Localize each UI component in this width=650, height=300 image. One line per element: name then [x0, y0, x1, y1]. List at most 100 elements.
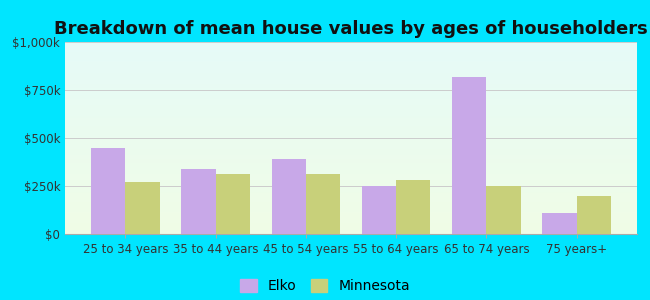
Bar: [65, 88, 637, 89]
Bar: [65, 201, 637, 202]
Bar: [65, 206, 637, 207]
Bar: [65, 91, 637, 92]
Bar: [65, 122, 637, 123]
Bar: [65, 213, 637, 214]
Bar: [65, 70, 637, 71]
Bar: [362, 186, 396, 234]
Bar: [65, 176, 637, 177]
Bar: [65, 69, 637, 70]
Bar: [65, 89, 637, 90]
Bar: [65, 191, 637, 192]
Bar: [65, 166, 637, 167]
Bar: [91, 148, 125, 234]
Bar: [65, 188, 637, 189]
Bar: [65, 225, 637, 226]
Bar: [486, 186, 521, 234]
Bar: [65, 182, 637, 183]
Bar: [65, 105, 637, 106]
Bar: [65, 49, 637, 50]
Bar: [65, 115, 637, 116]
Bar: [65, 204, 637, 205]
Bar: [65, 68, 637, 69]
Bar: [65, 221, 637, 223]
Bar: [65, 75, 637, 76]
Bar: [65, 216, 637, 217]
Bar: [65, 56, 637, 57]
Bar: [65, 167, 637, 168]
Bar: [65, 194, 637, 195]
Bar: [65, 196, 637, 197]
Bar: [65, 108, 637, 109]
Bar: [65, 77, 637, 79]
Bar: [65, 128, 637, 129]
Bar: [65, 61, 637, 62]
Bar: [65, 144, 637, 145]
Bar: [65, 158, 637, 159]
Bar: [65, 160, 637, 161]
Bar: [65, 143, 637, 144]
Bar: [65, 85, 637, 86]
Bar: [65, 130, 637, 131]
Bar: [65, 186, 637, 187]
Bar: [65, 104, 637, 105]
Bar: [65, 156, 637, 157]
Bar: [65, 134, 637, 135]
Bar: [65, 193, 637, 194]
Bar: [65, 127, 637, 128]
Bar: [65, 131, 637, 132]
Bar: [65, 170, 637, 171]
Bar: [65, 80, 637, 81]
Bar: [65, 64, 637, 65]
Bar: [65, 178, 637, 179]
Bar: [65, 116, 637, 117]
Bar: [65, 52, 637, 53]
Bar: [65, 118, 637, 119]
Bar: [65, 124, 637, 125]
Bar: [65, 59, 637, 60]
Bar: [65, 139, 637, 140]
Bar: [452, 76, 486, 234]
Bar: [65, 74, 637, 75]
Bar: [65, 99, 637, 100]
Bar: [65, 53, 637, 55]
Bar: [65, 217, 637, 218]
Bar: [181, 169, 216, 234]
Bar: [216, 175, 250, 234]
Bar: [65, 79, 637, 80]
Bar: [65, 107, 637, 108]
Bar: [65, 129, 637, 130]
Bar: [65, 83, 637, 84]
Bar: [65, 71, 637, 72]
Bar: [65, 87, 637, 88]
Title: Breakdown of mean house values by ages of householders: Breakdown of mean house values by ages o…: [54, 20, 648, 38]
Bar: [65, 120, 637, 121]
Bar: [65, 169, 637, 170]
Bar: [65, 136, 637, 137]
Bar: [65, 162, 637, 163]
Bar: [65, 164, 637, 165]
Bar: [65, 94, 637, 95]
Bar: [542, 213, 577, 234]
Bar: [65, 153, 637, 154]
Bar: [65, 226, 637, 227]
Bar: [65, 125, 637, 127]
Bar: [65, 51, 637, 52]
Bar: [65, 197, 637, 199]
Bar: [65, 163, 637, 164]
Bar: [65, 76, 637, 77]
Bar: [65, 55, 637, 56]
Bar: [65, 171, 637, 172]
Bar: [65, 44, 637, 45]
Bar: [65, 96, 637, 97]
Bar: [65, 207, 637, 208]
Bar: [65, 202, 637, 203]
Bar: [65, 209, 637, 210]
Bar: [65, 212, 637, 213]
Bar: [65, 199, 637, 200]
Bar: [65, 84, 637, 85]
Bar: [65, 185, 637, 186]
Bar: [65, 192, 637, 193]
Bar: [65, 224, 637, 225]
Bar: [65, 66, 637, 67]
Bar: [65, 231, 637, 232]
